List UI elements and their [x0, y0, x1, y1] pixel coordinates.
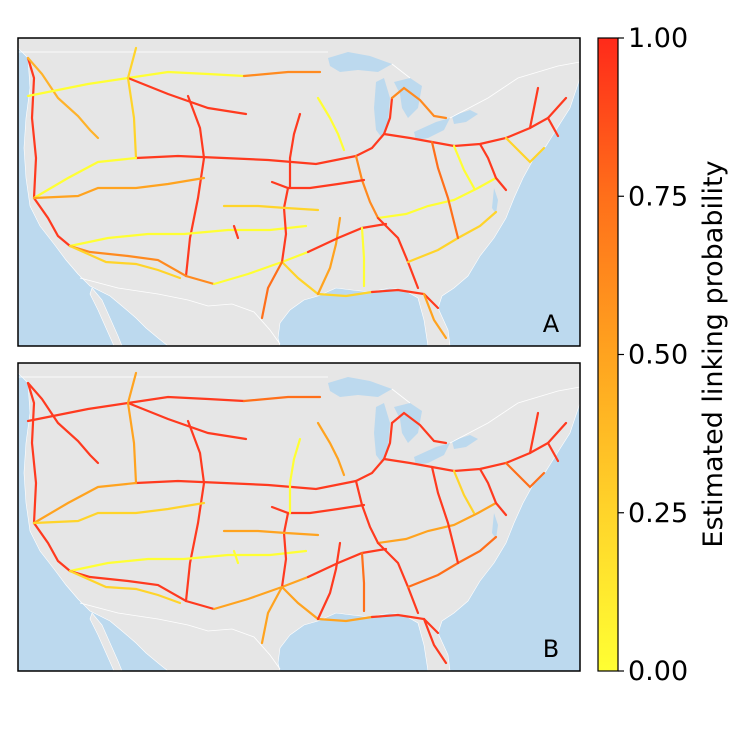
colorbar-gradient [597, 37, 619, 672]
colorbar-label: Estimated linking probability [698, 160, 729, 547]
network-a [26, 46, 568, 340]
panel-b: B [17, 362, 581, 672]
colorbar-tick-label: 0.25 [628, 498, 688, 529]
panel-a-frame [17, 37, 581, 347]
colorbar-ticks: 1.00 0.75 0.50 0.25 0.00 [618, 23, 688, 687]
colorbar-tick-label: 0.75 [628, 181, 688, 212]
colorbar-tick-label: 0.50 [628, 340, 688, 371]
panel-b-frame [17, 362, 581, 672]
panel-a-letter: A [543, 310, 560, 338]
colorbar-tick-label: 0.00 [628, 656, 688, 687]
network-b [26, 371, 568, 665]
colorbar-tick-label: 1.00 [628, 23, 688, 54]
panel-a: A [17, 37, 581, 347]
panel-b-letter: B [543, 635, 559, 663]
colorbar: 1.00 0.75 0.50 0.25 0.00 Estimated linking p… [597, 23, 729, 687]
basemap-b [18, 363, 580, 671]
basemap-a [18, 38, 580, 346]
